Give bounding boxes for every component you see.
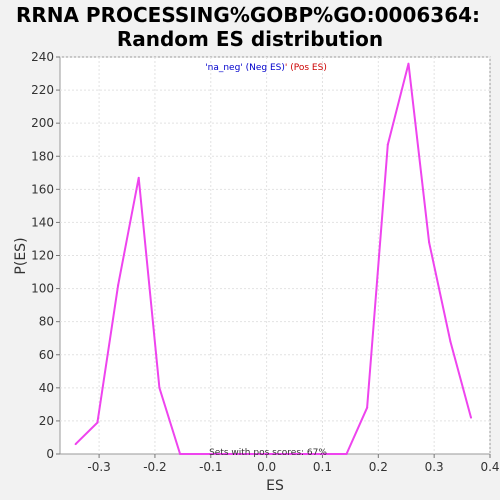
data-point [449, 340, 452, 343]
data-point [199, 453, 202, 455]
x-tick-label: -0.3 [87, 460, 110, 474]
data-point [470, 416, 473, 419]
data-point [262, 453, 265, 455]
data-point [407, 62, 410, 65]
legend-separator: ' [285, 63, 287, 73]
data-point [366, 406, 369, 409]
x-tick-label: 0.3 [425, 460, 444, 474]
x-tick-label: 0.1 [313, 460, 332, 474]
y-tick-label: 120 [31, 249, 54, 263]
y-tick-label: 80 [39, 315, 54, 329]
legend: 'na_neg' (Neg ES)' (Pos ES) [205, 63, 327, 73]
y-tick-label: 180 [31, 149, 54, 163]
data-point [386, 143, 389, 146]
x-tick-label: 0.2 [369, 460, 388, 474]
chart-title-line1: RRNA PROCESSING%GOBP%GO:0006364: [16, 3, 480, 27]
data-point [220, 453, 223, 455]
data-point [241, 453, 244, 455]
y-tick-label: 100 [31, 282, 54, 296]
y-tick-label: 0 [46, 447, 54, 461]
pos-scores-annotation: Sets with pos scores: 67% [209, 448, 327, 458]
y-tick-label: 220 [31, 83, 54, 97]
data-point [137, 176, 140, 179]
data-point [117, 284, 120, 287]
y-tick-label: 160 [31, 182, 54, 196]
series-line [74, 63, 472, 455]
y-tick-label: 40 [39, 381, 54, 395]
y-tick-label: 240 [31, 50, 54, 64]
data-point [74, 443, 77, 446]
plot-area [59, 56, 491, 455]
data-point [158, 386, 161, 389]
y-tick-label: 20 [39, 414, 54, 428]
data-point [303, 453, 306, 455]
chart-title-line2: Random ES distribution [117, 27, 383, 51]
x-tick-label: -0.2 [143, 460, 166, 474]
y-tick-label: 200 [31, 116, 54, 130]
legend-neg-label: 'na_neg' (Neg ES) [205, 63, 285, 73]
axis-ticks: 0 20 40 60 80 100 120 140 160 180 200 220 240 -0.3 -0.… [31, 50, 499, 474]
data-point [345, 453, 348, 455]
data-point [96, 421, 99, 424]
data-point [179, 453, 182, 455]
x-tick-label: 0.0 [257, 460, 276, 474]
legend-pos-label: (Pos ES) [287, 63, 326, 73]
y-tick-label: 140 [31, 215, 54, 229]
data-point [324, 453, 327, 455]
y-axis-label: P(ES) [13, 237, 29, 274]
x-tick-label: -0.1 [199, 460, 222, 474]
data-point [428, 241, 431, 244]
y-tick-label: 60 [39, 348, 54, 362]
x-tick-label: 0.4 [480, 460, 499, 474]
x-axis-label: ES [266, 478, 284, 494]
series-layer [74, 62, 473, 455]
data-point [282, 453, 285, 455]
